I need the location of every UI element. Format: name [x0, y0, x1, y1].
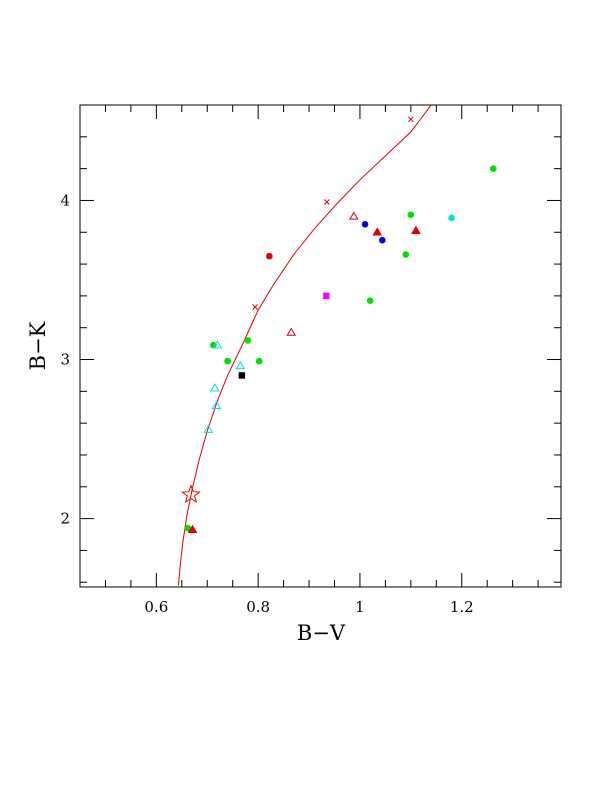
- data-point-circle: [407, 211, 415, 219]
- x-tick-label: 1.2: [450, 598, 474, 616]
- data-point-open-triangle: [235, 360, 246, 370]
- data-point-circle: [210, 341, 217, 349]
- data-point-open-triangle: [348, 211, 359, 220]
- data-point-triangle: [411, 225, 421, 234]
- x-tick-label: 0.6: [144, 598, 168, 616]
- data-point-circle: [244, 337, 252, 344]
- data-point-circle: [490, 165, 497, 172]
- star-marker: [181, 484, 201, 504]
- data-point-square: [323, 292, 330, 300]
- curve-cross-stroke: [407, 116, 414, 123]
- data-point-circle: [255, 357, 263, 365]
- axis-ticks: [79, 104, 561, 587]
- data-point-circle: [402, 251, 410, 258]
- model-curve: [178, 105, 432, 586]
- curve-cross-mark: [324, 199, 330, 205]
- data-point-circle: [266, 252, 273, 260]
- data-point-circle: [361, 221, 369, 228]
- curve-cross-mark: [407, 116, 414, 123]
- y-tick-label: 2: [60, 510, 70, 528]
- tick-labels: 0.6 0.8 1 1.2 2 3 4: [60, 191, 473, 616]
- y-tick-label: 3: [60, 351, 70, 369]
- data-point-square: [238, 372, 246, 379]
- y-axis-title: B−K: [26, 321, 50, 370]
- y-tick-label: 4: [60, 191, 70, 209]
- curve-cross-stroke: [252, 304, 258, 310]
- data-point-circle: [448, 214, 455, 222]
- data-point-open-triangle: [211, 400, 222, 409]
- data-points: [184, 165, 497, 534]
- data-point-open-triangle: [286, 327, 297, 336]
- curve-cross-mark: [252, 304, 258, 310]
- data-point-circle: [224, 357, 231, 365]
- data-point-circle: [366, 297, 374, 304]
- plot-frame: [79, 104, 562, 588]
- data-point-circle: [379, 236, 386, 244]
- data-point-open-triangle: [212, 340, 223, 349]
- x-axis-title: B−V: [297, 621, 346, 645]
- data-point-triangle: [372, 227, 383, 236]
- data-point-open-triangle: [203, 424, 214, 433]
- data-point-open-triangle: [210, 383, 220, 392]
- data-point-triangle: [187, 524, 198, 534]
- model-curve-layer: [178, 105, 432, 586]
- x-tick-label: 1: [355, 598, 365, 616]
- x-tick-label: 0.8: [246, 598, 270, 616]
- curve-cross-stroke: [324, 199, 330, 205]
